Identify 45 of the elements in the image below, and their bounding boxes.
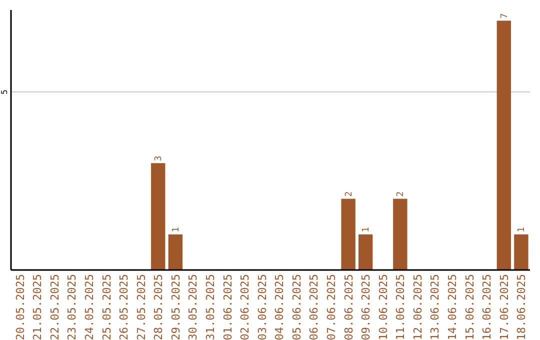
x-tick-label: 31.05.2025 (204, 274, 217, 340)
bar (341, 198, 356, 270)
x-tick-label: 07.06.2025 (325, 274, 338, 340)
data-label: 3 (154, 156, 164, 162)
x-tick-label: 03.06.2025 (256, 274, 269, 340)
data-label: 1 (362, 226, 372, 232)
data-label: 1 (171, 226, 182, 232)
data-label: 2 (396, 191, 406, 197)
bar (168, 234, 182, 270)
x-tick-label: 12.06.2025 (411, 274, 424, 340)
x-tick-label: 14.06.2025 (446, 274, 460, 340)
bar (514, 234, 528, 270)
x-tick-label: 06.06.2025 (308, 274, 321, 340)
data-label: 1 (517, 226, 528, 232)
x-tick-label: 26.05.2025 (118, 274, 131, 340)
x-tick-label: 28.05.2025 (152, 274, 166, 340)
data-label: 2 (344, 191, 354, 197)
x-tick-label: 22.05.2025 (48, 274, 62, 340)
x-tick-label: 24.05.2025 (82, 274, 96, 340)
x-tick-label: 27.05.2025 (134, 274, 148, 340)
x-tick-label: 01.06.2025 (221, 274, 234, 340)
x-tick-label: 04.06.2025 (273, 274, 286, 340)
x-tick-label: 16.06.2025 (480, 274, 494, 340)
bar (151, 163, 166, 270)
x-tick-label: 20.05.2025 (14, 274, 27, 340)
x-tick-label: 05.06.2025 (290, 274, 304, 340)
x-tick-label: 17.06.2025 (498, 274, 511, 340)
x-tick-label: 11.06.2025 (394, 274, 408, 340)
data-label: 7 (500, 13, 510, 19)
x-tick-label: 25.05.2025 (100, 274, 114, 340)
bar (393, 198, 408, 270)
x-tick-label: 23.05.2025 (66, 274, 79, 340)
x-tick-label: 08.06.2025 (342, 274, 356, 340)
x-tick-label: 15.06.2025 (463, 274, 476, 340)
bar (496, 20, 511, 270)
x-tick-label: 18.06.2025 (515, 274, 528, 340)
x-tick-label: 29.05.2025 (169, 274, 182, 340)
bar (358, 234, 373, 270)
x-tick-label: 13.06.2025 (428, 274, 442, 340)
x-tick-label: 09.06.2025 (360, 274, 373, 340)
x-tick-label: 02.06.2025 (238, 274, 252, 340)
y-tick-label: 5 (0, 89, 9, 94)
x-tick-label: 30.05.2025 (186, 274, 200, 340)
x-tick-label: 21.05.2025 (31, 274, 44, 340)
x-tick-label: 10.06.2025 (376, 274, 390, 340)
